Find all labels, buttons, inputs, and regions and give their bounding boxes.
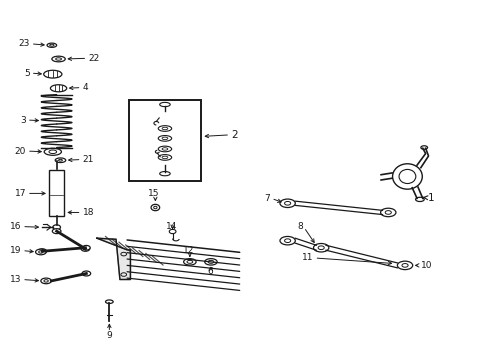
Text: 16: 16: [10, 222, 21, 231]
Ellipse shape: [169, 229, 176, 234]
Ellipse shape: [44, 148, 61, 155]
Text: 9: 9: [106, 331, 112, 340]
Ellipse shape: [105, 300, 113, 303]
Ellipse shape: [392, 164, 422, 189]
Ellipse shape: [52, 229, 61, 234]
Ellipse shape: [397, 261, 412, 270]
Ellipse shape: [160, 171, 170, 176]
Text: 14: 14: [165, 222, 177, 231]
Ellipse shape: [82, 271, 90, 276]
Ellipse shape: [55, 158, 65, 162]
Ellipse shape: [313, 243, 328, 252]
Bar: [49, 170, 64, 216]
Polygon shape: [97, 238, 130, 279]
Text: 2: 2: [231, 130, 237, 140]
Text: 22: 22: [89, 54, 100, 63]
Text: 12: 12: [183, 246, 194, 255]
Ellipse shape: [52, 56, 65, 62]
Ellipse shape: [158, 126, 171, 131]
Ellipse shape: [50, 85, 66, 92]
Ellipse shape: [420, 146, 427, 149]
Ellipse shape: [158, 136, 171, 141]
Text: 13: 13: [10, 275, 21, 284]
Text: 1: 1: [427, 193, 433, 203]
Ellipse shape: [38, 249, 46, 254]
Ellipse shape: [41, 278, 51, 284]
Ellipse shape: [82, 246, 90, 250]
Ellipse shape: [43, 70, 62, 78]
Ellipse shape: [158, 146, 171, 152]
Text: 15: 15: [147, 189, 159, 198]
Text: 23: 23: [19, 39, 30, 48]
Ellipse shape: [380, 208, 395, 217]
Text: 10: 10: [420, 261, 431, 270]
Ellipse shape: [158, 154, 171, 160]
Text: 3: 3: [20, 116, 26, 125]
Text: 11: 11: [302, 253, 313, 262]
Text: 7: 7: [264, 194, 270, 203]
Text: 20: 20: [15, 147, 26, 156]
Ellipse shape: [53, 225, 61, 230]
Text: 18: 18: [82, 208, 94, 217]
Ellipse shape: [280, 237, 295, 245]
Text: 19: 19: [10, 246, 21, 255]
Text: 5: 5: [24, 69, 30, 78]
Bar: [128, 100, 201, 181]
Text: 17: 17: [15, 189, 26, 198]
Ellipse shape: [47, 43, 57, 48]
Ellipse shape: [160, 102, 170, 107]
Text: 6: 6: [207, 266, 212, 275]
Ellipse shape: [36, 249, 46, 255]
Text: 21: 21: [82, 155, 94, 164]
Text: 4: 4: [82, 83, 88, 92]
Ellipse shape: [81, 246, 89, 251]
Text: 8: 8: [297, 222, 303, 231]
Ellipse shape: [415, 197, 423, 202]
Ellipse shape: [151, 204, 160, 211]
Ellipse shape: [280, 199, 295, 207]
